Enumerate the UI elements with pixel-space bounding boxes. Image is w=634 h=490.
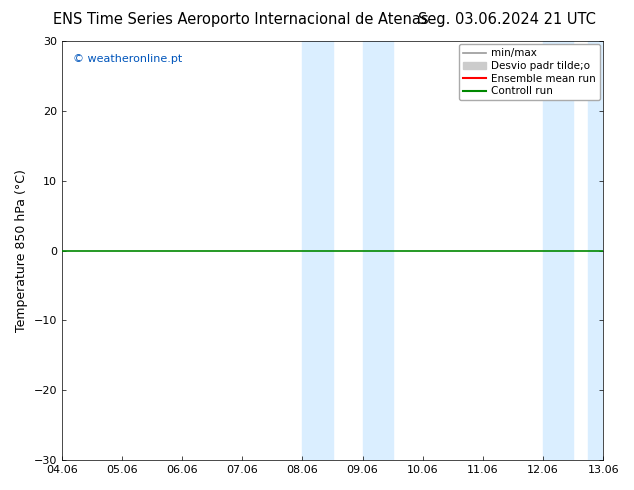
Text: © weatheronline.pt: © weatheronline.pt [73, 53, 182, 64]
Text: Seg. 03.06.2024 21 UTC: Seg. 03.06.2024 21 UTC [418, 12, 596, 27]
Bar [302, 41, 333, 460]
Y-axis label: Temperature 850 hPa (°C): Temperature 850 hPa (°C) [15, 169, 28, 332]
Text: ENS Time Series Aeroporto Internacional de Atenas: ENS Time Series Aeroporto Internacional … [53, 12, 429, 27]
Bar [363, 41, 392, 460]
Bar [543, 41, 573, 460]
Legend: min/max, Desvio padr tilde;o, Ensemble mean run, Controll run: min/max, Desvio padr tilde;o, Ensemble m… [459, 44, 600, 100]
Bar [588, 41, 603, 460]
